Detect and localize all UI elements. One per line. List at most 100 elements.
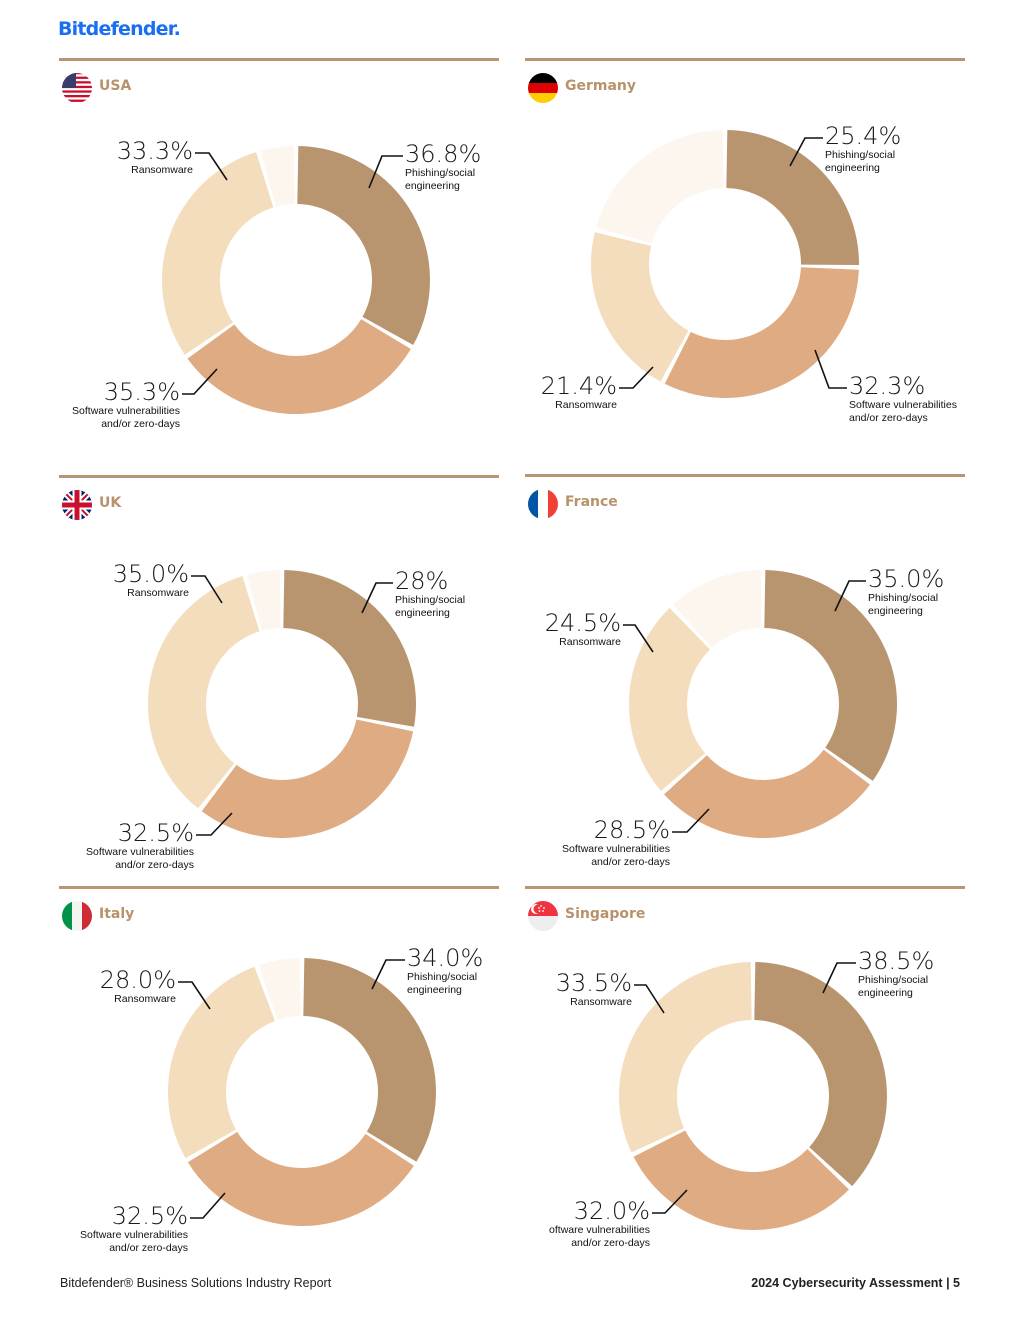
section-rule bbox=[59, 58, 499, 61]
data-label-category: Software vulnerabilities bbox=[562, 843, 670, 855]
country-name: Singapore bbox=[565, 906, 646, 922]
leader-line bbox=[368, 155, 403, 189]
data-label-category: Phishing/social bbox=[825, 149, 895, 161]
donut-slice-phishing bbox=[283, 570, 416, 727]
data-label-percent: 28.0% bbox=[100, 966, 176, 994]
data-label-category: engineering bbox=[405, 180, 460, 192]
donut-slice-other bbox=[246, 570, 281, 631]
usa-flag-icon bbox=[62, 73, 92, 103]
data-label-category: and/or zero-days bbox=[115, 859, 194, 871]
chart-panel-germany: Germany 25.4% Phishing/social engineering 32… bbox=[525, 58, 965, 458]
data-label-category: engineering bbox=[825, 162, 880, 174]
italy-flag-icon bbox=[62, 901, 92, 931]
chart-panel-france: France 35.0% Phishing/social engineering 28.… bbox=[525, 474, 965, 874]
donut-slice-other bbox=[672, 570, 762, 648]
country-name: France bbox=[565, 494, 618, 510]
data-label-category: Software vulnerabilities bbox=[849, 399, 957, 411]
data-label-category: Software vulnerabilities bbox=[72, 405, 180, 417]
germany-flag-icon bbox=[528, 73, 558, 103]
donut-slice-software bbox=[664, 749, 871, 838]
leader-line bbox=[196, 812, 233, 836]
donut-slice-phishing bbox=[726, 130, 859, 266]
chart-panel-italy: Italy 34.0% Phishing/social engineering 32.5… bbox=[59, 886, 499, 1286]
donut-slice-ransomware bbox=[591, 232, 689, 382]
data-label-percent: 34.0% bbox=[407, 944, 483, 972]
data-label-percent: 32.3% bbox=[849, 372, 925, 400]
section-rule bbox=[525, 58, 965, 61]
leader-line bbox=[195, 152, 228, 181]
leader-line bbox=[178, 981, 211, 1010]
leader-line bbox=[834, 580, 866, 612]
data-label-category: and/or zero-days bbox=[109, 1242, 188, 1254]
donut-slice-other bbox=[596, 130, 724, 244]
donut-slice-phishing bbox=[754, 962, 887, 1187]
data-label-category: and/or zero-days bbox=[571, 1237, 650, 1249]
data-label-percent: 28% bbox=[395, 567, 448, 595]
donut-slice-phishing bbox=[297, 146, 431, 345]
donut-slice-software bbox=[633, 1130, 849, 1230]
data-label-category: engineering bbox=[407, 984, 462, 996]
france-flag-icon bbox=[528, 489, 558, 519]
donut-slice-phishing bbox=[764, 570, 897, 781]
data-label-percent: 35.0% bbox=[868, 565, 944, 593]
chart-panel-uk: UK 28% Phishing/social engineering 32.5% Soft… bbox=[59, 475, 499, 875]
country-name: Italy bbox=[99, 906, 135, 922]
data-label-percent: 21.4% bbox=[541, 372, 617, 400]
data-label-category: and/or zero-days bbox=[101, 418, 180, 430]
country-name: USA bbox=[99, 78, 132, 94]
donut-slice-phishing bbox=[303, 958, 436, 1162]
data-label-percent: 32.5% bbox=[118, 819, 194, 847]
data-label-percent: 32.5% bbox=[112, 1202, 188, 1230]
donut-slice-other bbox=[258, 958, 301, 1021]
leader-line bbox=[190, 1192, 226, 1219]
data-label-category: Software vulnerabilities bbox=[86, 846, 194, 858]
data-label-category: Ransomware bbox=[555, 399, 617, 411]
donut-slice-other bbox=[260, 146, 295, 207]
leader-line bbox=[814, 349, 847, 389]
uk-flag-icon bbox=[62, 490, 92, 520]
data-label-category: Ransomware bbox=[570, 996, 632, 1008]
footer-report-title: Bitdefender® Business Solutions Industry… bbox=[60, 1276, 332, 1290]
leader-line bbox=[619, 366, 654, 389]
data-label-category: Ransomware bbox=[131, 164, 193, 176]
data-label-category: Ransomware bbox=[559, 636, 621, 648]
data-label-category: Software vulnerabilities bbox=[80, 1229, 188, 1241]
leader-line bbox=[822, 962, 856, 994]
leader-line bbox=[634, 984, 665, 1014]
section-rule bbox=[59, 886, 499, 889]
leader-line bbox=[672, 808, 710, 833]
donut-slice-software bbox=[187, 1131, 414, 1226]
data-label-category: and/or zero-days bbox=[591, 856, 670, 868]
section-rule bbox=[59, 475, 499, 478]
data-label-category: oftware vulnerabilities bbox=[549, 1224, 650, 1236]
section-rule bbox=[525, 474, 965, 477]
country-name: Germany bbox=[565, 78, 637, 94]
data-label-percent: 36.8% bbox=[405, 140, 481, 168]
section-rule bbox=[525, 886, 965, 889]
country-name: UK bbox=[99, 495, 122, 511]
data-label-percent: 25.4% bbox=[825, 122, 901, 150]
data-label-category: Phishing/social bbox=[858, 974, 928, 986]
donut-slice-software bbox=[664, 267, 859, 398]
data-label-category: engineering bbox=[858, 987, 913, 999]
leader-line bbox=[652, 1189, 688, 1214]
donut-slice-ransomware bbox=[629, 607, 711, 791]
data-label-percent: 33.5% bbox=[556, 969, 632, 997]
leader-line bbox=[371, 959, 405, 990]
data-label-category: Ransomware bbox=[114, 993, 176, 1005]
data-label-category: Phishing/social bbox=[395, 594, 465, 606]
singapore-flag-icon bbox=[528, 901, 558, 931]
chart-panel-usa: USA 36.8% Phishing/social engineering 35.3% S… bbox=[59, 58, 499, 458]
data-label-percent: 24.5% bbox=[545, 609, 621, 637]
donut-slice-software bbox=[187, 319, 411, 415]
donut-slice-ransomware bbox=[162, 152, 274, 355]
donut-slice-software bbox=[201, 719, 414, 838]
footer-page-info: 2024 Cybersecurity Assessment | 5 bbox=[751, 1276, 960, 1290]
data-label-category: engineering bbox=[395, 607, 450, 619]
data-label-category: and/or zero-days bbox=[849, 412, 928, 424]
donut-slice-ransomware bbox=[148, 575, 260, 809]
